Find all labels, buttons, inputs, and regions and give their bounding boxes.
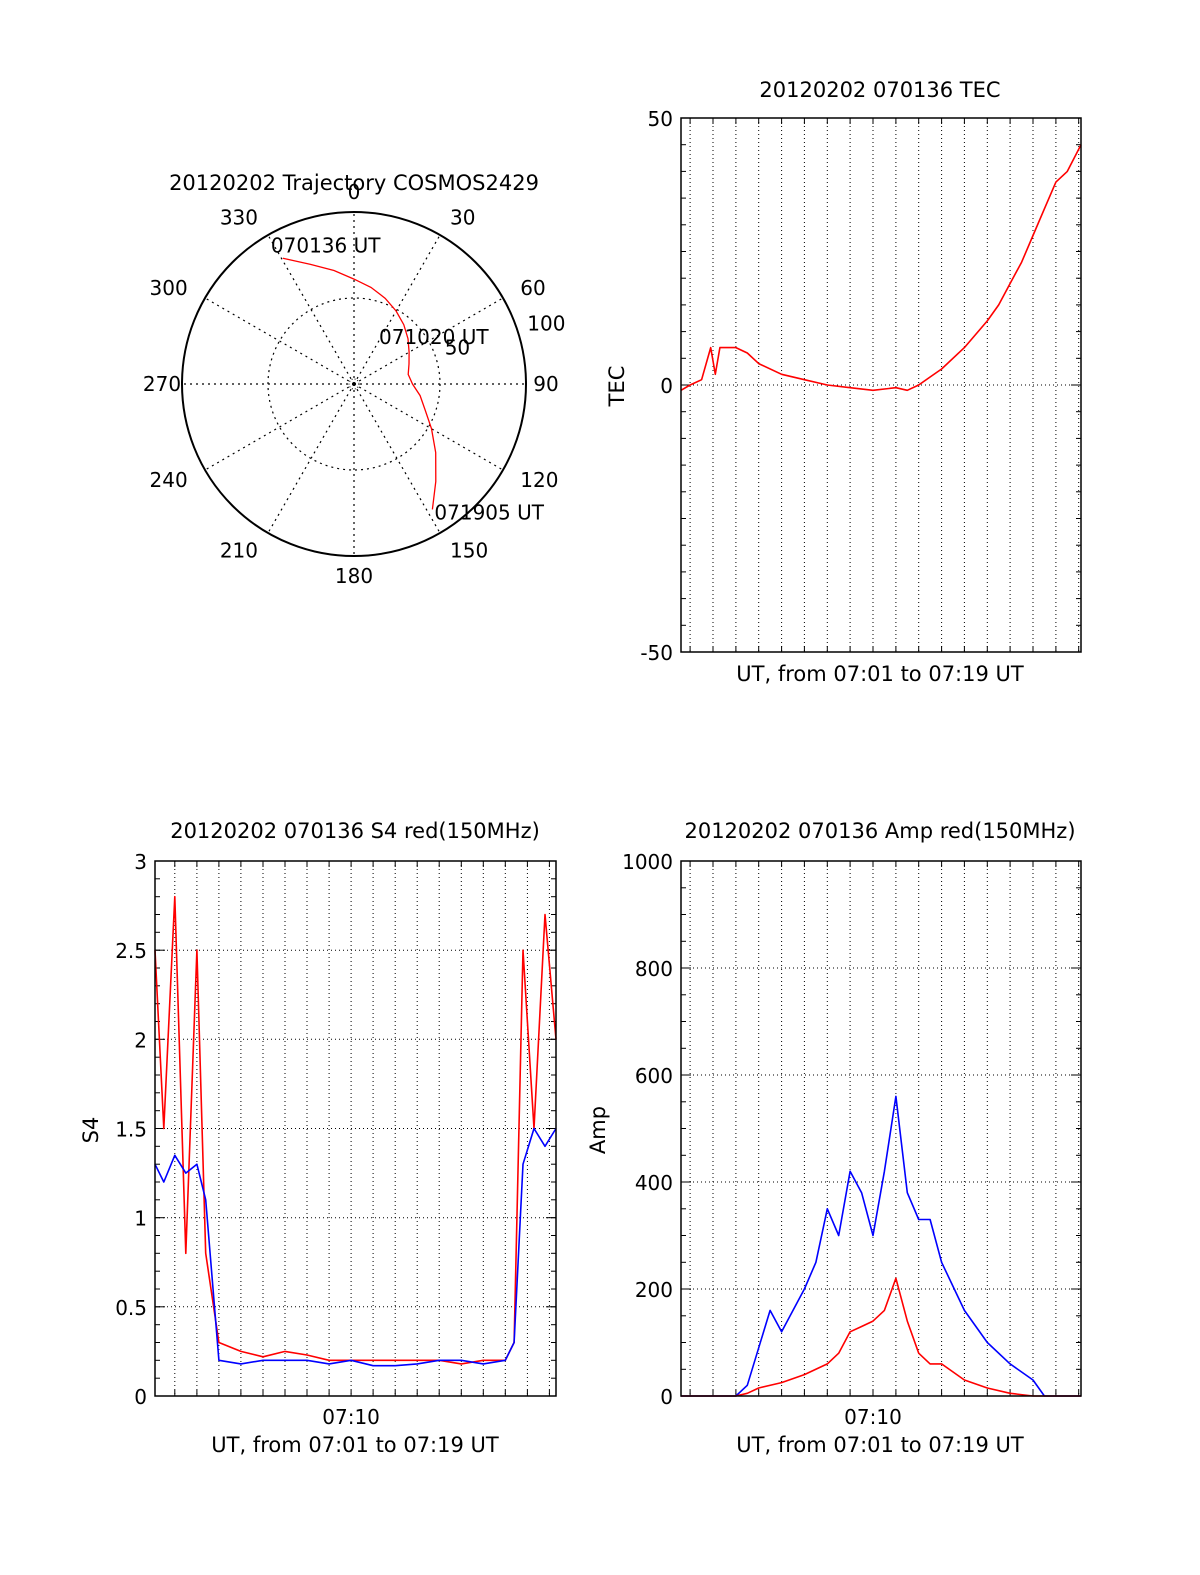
y-tick-label: 400: [635, 1171, 673, 1195]
polar-angle-label: 30: [450, 206, 475, 230]
polar-spoke: [267, 234, 355, 385]
y-tick-label: 600: [635, 1064, 673, 1088]
polar-radius-label: 100: [527, 312, 565, 336]
polar-spoke: [267, 383, 355, 534]
start-time-label: 070136 UT: [271, 233, 381, 257]
amp-plot: 20120202 070136 Amp red(150MHz) UT, from…: [586, 819, 1082, 1457]
s4-ylabel: S4: [79, 1117, 103, 1144]
polar-angle-label: 120: [520, 468, 558, 492]
s4-axes: 0 0.5 1 1.5 2 2.5 3 07:10: [115, 850, 557, 1429]
polar-spoke: [204, 383, 355, 471]
tec-axes: 50 0 -50: [640, 107, 1082, 665]
y-tick-label: 1.5: [115, 1118, 147, 1142]
x-tick-label: 07:10: [322, 1405, 380, 1429]
polar-angle-label: 300: [150, 276, 188, 300]
amp-ylabel: Amp: [586, 1106, 610, 1154]
tec-plot: 20120202 070136 TEC UT, from 07:01 to 07…: [605, 78, 1082, 686]
end-time-label: 071905 UT: [434, 500, 544, 524]
trajectory-line: [282, 257, 437, 510]
plot-frame: [680, 117, 1082, 653]
data-series-line: [154, 895, 557, 1365]
polar-outer-circle: [181, 211, 527, 557]
polar-angle-label: 180: [335, 564, 373, 588]
y-tick-label: 200: [635, 1278, 673, 1302]
polar-angle-label: 60: [520, 276, 545, 300]
polar-radius-label: 50: [445, 335, 470, 359]
y-tick-label: 0: [134, 1385, 147, 1409]
polar-angle-labels: 0 30 60 90 120 150 180 210 240 270 300 330: [143, 180, 559, 588]
polar-spoke: [353, 383, 441, 534]
y-tick-label: 0: [660, 374, 673, 398]
tec-ylabel: TEC: [605, 366, 629, 408]
polar-spoke: [353, 383, 504, 471]
polar-angle-label: 330: [220, 206, 258, 230]
y-tick-label: 2: [134, 1028, 147, 1052]
polar-center-marker: [348, 378, 360, 390]
data-series-line: [681, 1095, 1081, 1397]
plot-frame: [680, 860, 1082, 1397]
polar-angle-label: 90: [533, 372, 558, 396]
y-tick-label: 1: [134, 1207, 147, 1231]
y-tick-label: 2.5: [115, 939, 147, 963]
mid-time-label: 071020 UT: [379, 325, 489, 349]
data-series-line: [154, 1127, 557, 1367]
s4-title: 20120202 070136 S4 red(150MHz): [170, 819, 540, 843]
y-tick-label: 50: [648, 107, 673, 131]
amp-axes: 0 200 400 600 800 1000 07:10: [622, 850, 1082, 1429]
data-series-line: [680, 144, 1082, 392]
x-tick-label: 07:10: [844, 1405, 902, 1429]
y-tick-label: 0.5: [115, 1296, 147, 1320]
trajectory-track: [282, 257, 437, 510]
tec-xlabel: UT, from 07:01 to 07:19 UT: [736, 662, 1024, 686]
y-tick-label: 3: [134, 850, 147, 874]
polar-radius-labels: 50 100: [445, 312, 566, 360]
s4-plot: 20120202 070136 S4 red(150MHz) UT, from …: [79, 819, 557, 1457]
polar-spoke: [204, 297, 355, 385]
polar-angle-label: 270: [143, 372, 181, 396]
tec-title: 20120202 070136 TEC: [759, 78, 1000, 102]
polar-angle-label: 210: [220, 538, 258, 562]
plot-frame: [154, 860, 557, 1397]
polar-angle-label: 150: [450, 538, 488, 562]
y-tick-label: -50: [640, 641, 673, 665]
amp-xlabel: UT, from 07:01 to 07:19 UT: [736, 1433, 1024, 1457]
polar-angle-label: 0: [348, 180, 361, 204]
data-series-line: [681, 1277, 1081, 1397]
y-tick-label: 1000: [622, 850, 673, 874]
trajectory-polar-plot: 20120202 Trajectory COSMOS2429 0 30 60 90 12…: [143, 171, 566, 588]
y-tick-label: 0: [660, 1385, 673, 1409]
trajectory-title: 20120202 Trajectory COSMOS2429: [169, 171, 539, 195]
amp-title: 20120202 070136 Amp red(150MHz): [684, 819, 1075, 843]
s4-xlabel: UT, from 07:01 to 07:19 UT: [211, 1433, 499, 1457]
polar-angle-label: 240: [150, 468, 188, 492]
y-tick-label: 800: [635, 957, 673, 981]
polar-grid: [181, 211, 527, 557]
polar-spoke: [353, 234, 441, 385]
